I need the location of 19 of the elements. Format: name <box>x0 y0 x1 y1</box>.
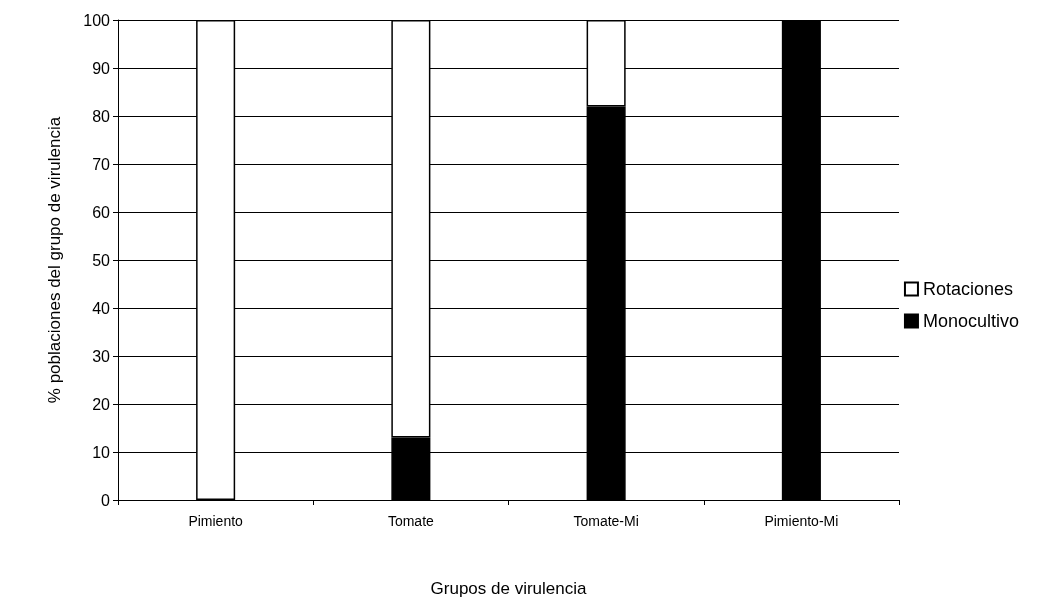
y-tick-label: 10 <box>92 443 111 461</box>
x-axis-title: Grupos de virulencia <box>430 579 587 598</box>
y-axis-title: % poblaciones del grupo de virulencia <box>45 116 64 404</box>
x-tick-label: Pimiento-Mi <box>764 513 839 529</box>
y-tick-label: 90 <box>92 59 111 77</box>
y-tick-label: 100 <box>83 11 111 29</box>
y-tick-label: 70 <box>92 155 111 173</box>
y-tick-label: 40 <box>92 299 111 317</box>
y-tick-label: 80 <box>92 107 111 125</box>
x-tick-label: Tomate-Mi <box>573 513 639 529</box>
y-tick-label: 50 <box>92 251 111 269</box>
y-tick-label: 0 <box>101 491 111 509</box>
legend-label: Rotaciones <box>922 279 1014 299</box>
legend-label: Monocultivo <box>922 311 1019 331</box>
y-tick-label: 60 <box>92 203 111 221</box>
y-tick-label: 30 <box>92 347 111 365</box>
x-tick-label: Pimiento <box>188 513 244 529</box>
x-tick-label: Tomate <box>387 513 435 529</box>
y-tick-label: 20 <box>92 395 111 413</box>
